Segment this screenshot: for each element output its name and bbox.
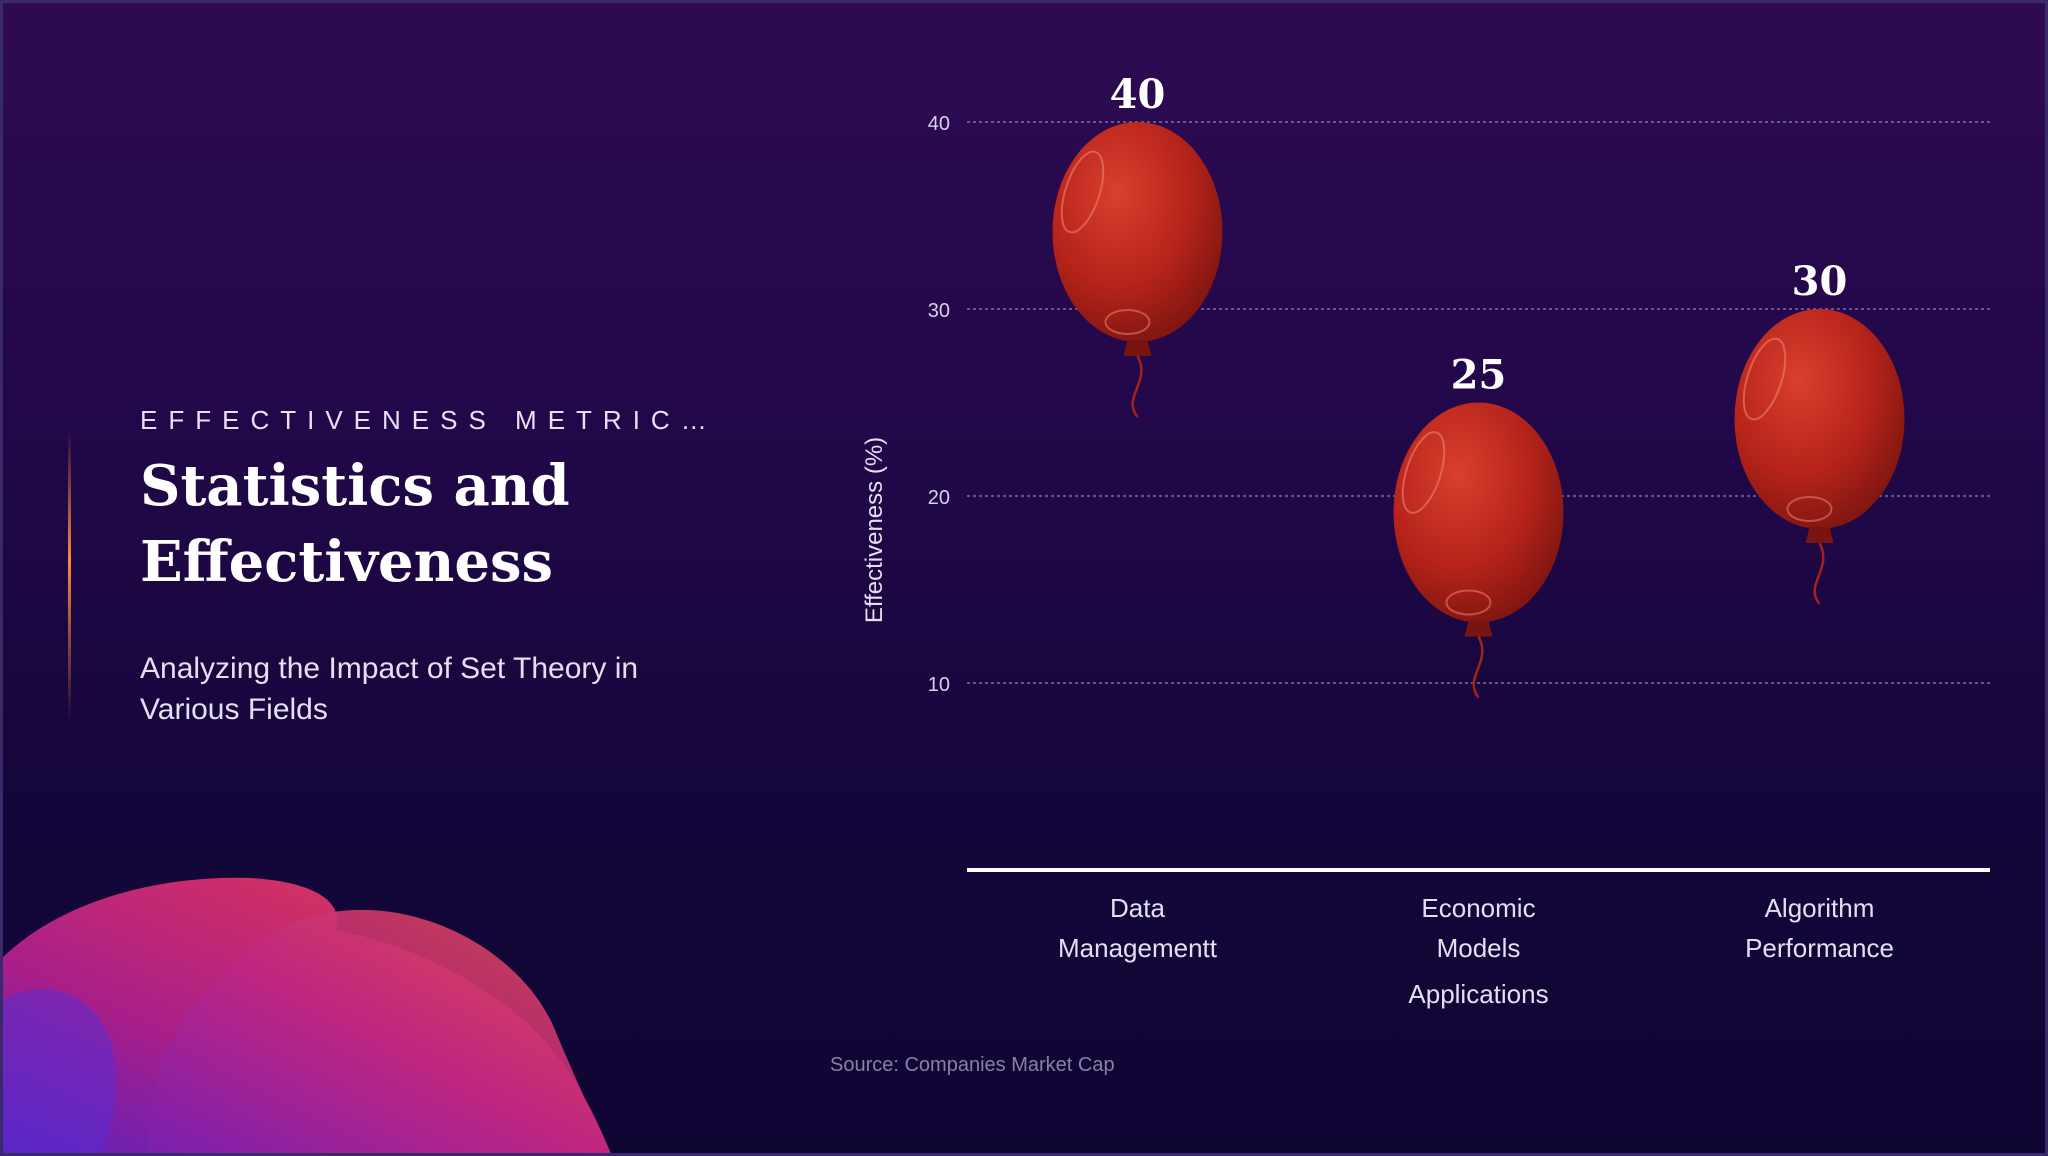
balloon-body [1393, 402, 1564, 623]
title-line-2: Effectiveness [140, 529, 554, 595]
source-note: Source: Companies Market Cap [830, 1054, 1115, 1076]
balloons: 40 25 30 [1052, 71, 1905, 699]
x-tick-label: Performance [1745, 933, 1894, 963]
y-tick-label: 10 [928, 674, 950, 696]
x-axis-labels: Data Managementt Economic Models Application… [1058, 893, 1894, 1009]
data-label: 40 [1110, 71, 1166, 118]
balloon-body [1734, 309, 1905, 529]
balloon-highlight [1401, 431, 1446, 514]
balloon-bar: 30 [1734, 258, 1905, 605]
balloon-highlight [1104, 309, 1151, 335]
title-line-1: Statistics and [140, 453, 570, 519]
balloon-highlight [1445, 589, 1492, 616]
slide-subtitle: Analyzing the Impact of Set Theory in Va… [140, 652, 639, 726]
slide-eyebrow: EFFECTIVENESS METRIC… [140, 405, 718, 435]
y-axis-label: Effectiveness (%) [861, 437, 888, 623]
data-label: 30 [1792, 258, 1848, 305]
balloon-knot [1805, 527, 1834, 543]
balloon-knot [1123, 340, 1152, 356]
balloon-highlight [1786, 496, 1833, 522]
y-tick-label: 30 [928, 300, 950, 322]
x-tick-label: Managementt [1058, 933, 1218, 963]
balloon-highlight [1060, 150, 1105, 234]
balloon-string [1472, 635, 1484, 699]
slide-title: Statistics and Effectiveness [140, 448, 760, 600]
x-tick-label: Models [1437, 933, 1521, 963]
balloon-highlight [1742, 337, 1787, 421]
balloon-string [1813, 542, 1825, 605]
y-tick-label: 40 [928, 113, 950, 135]
balloon-bar: 40 [1052, 71, 1223, 418]
balloon-body [1052, 122, 1223, 342]
data-label: 25 [1451, 352, 1507, 399]
balloon-string [1131, 355, 1143, 418]
x-tick-label: Algorithm [1765, 893, 1875, 923]
x-tick-label: Data [1110, 893, 1165, 923]
balloon-bar: 25 [1393, 352, 1564, 699]
y-axis-ticks: 10 20 30 40 [928, 113, 950, 696]
x-tick-label: Applications [1408, 979, 1548, 1009]
balloon-knot [1464, 620, 1493, 637]
y-tick-label: 20 [928, 487, 950, 509]
accent-line [68, 430, 71, 720]
x-tick-label: Economic [1421, 893, 1535, 923]
